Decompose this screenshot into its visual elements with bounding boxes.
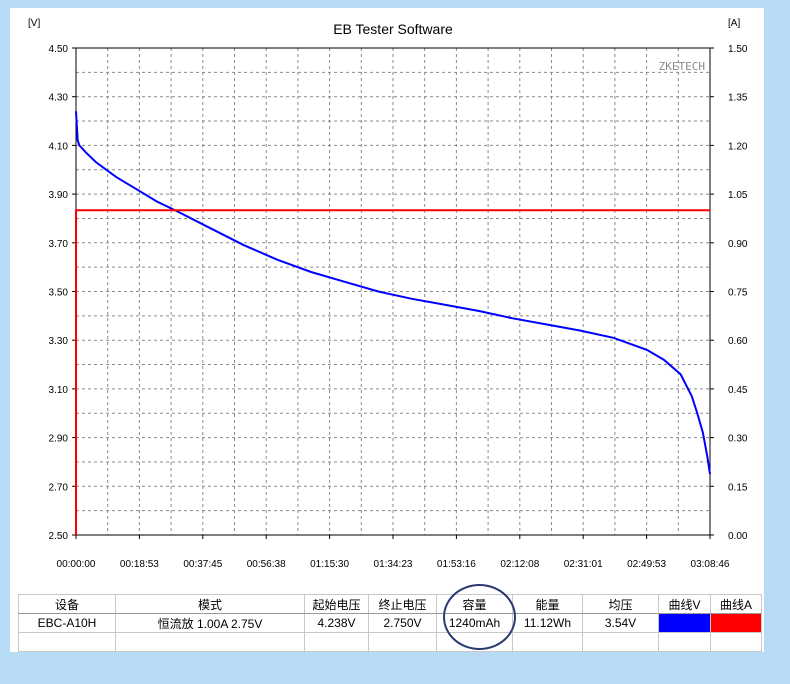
header-curve-a: 曲线A: [710, 594, 762, 614]
tick-labels: 4.50 4.30 4.10 3.90 3.70 3.50 3.30 3.10 2.90 2.70…: [49, 44, 748, 570]
y-right-tick-label: 0.00: [728, 531, 748, 542]
test-info-table: 设备 模式 起始电压 终止电压 容量 能量 均压 曲线V 曲线A EBC-A10…: [18, 594, 762, 652]
table-row-empty: [18, 632, 762, 652]
y-right-tick-label: 1.50: [728, 44, 748, 55]
y-left-tick-label: 4.50: [49, 44, 69, 55]
x-tick-label: 02:31:01: [564, 559, 603, 570]
x-tick-label: 00:37:45: [183, 559, 222, 570]
header-device: 设备: [18, 594, 116, 614]
x-tick-label: 02:12:08: [500, 559, 539, 570]
header-start-voltage: 起始电压: [304, 594, 369, 614]
cell-avg-voltage[interactable]: 3.54V: [582, 613, 659, 633]
cell-start-voltage[interactable]: 4.238V: [304, 613, 369, 633]
x-tick-label: 03:08:46: [691, 559, 730, 570]
y-left-tick-label: 3.70: [49, 239, 69, 250]
data-series: [75, 111, 711, 535]
x-tick-label: 00:00:00: [57, 559, 96, 570]
x-tick-label: 01:15:30: [310, 559, 349, 570]
cell-capacity[interactable]: 1240mAh: [436, 613, 513, 633]
x-tick-label: 01:34:23: [374, 559, 413, 570]
table-header-row: 设备 模式 起始电压 终止电压 容量 能量 均压 曲线V 曲线A: [18, 594, 762, 614]
cell-curve-a-color[interactable]: [710, 613, 762, 633]
y-left-tick-label: 3.10: [49, 385, 69, 396]
y-left-unit-label: [V]: [28, 18, 40, 29]
x-tick-label: 00:56:38: [247, 559, 286, 570]
series-line-current: [75, 209, 710, 535]
y-right-tick-label: 0.45: [728, 385, 748, 396]
cell-end-voltage[interactable]: 2.750V: [368, 613, 437, 633]
y-right-tick-label: 0.15: [728, 482, 748, 493]
y-left-tick-label: 2.50: [49, 531, 69, 542]
header-end-voltage: 终止电压: [368, 594, 437, 614]
y-right-tick-label: 0.90: [728, 239, 748, 250]
header-mode: 模式: [115, 594, 305, 614]
y-left-tick-label: 4.30: [49, 93, 69, 104]
x-tick-label: 02:49:53: [627, 559, 666, 570]
y-right-tick-label: 0.60: [728, 336, 748, 347]
cell-curve-v-color[interactable]: [658, 613, 711, 633]
cell-mode[interactable]: 恒流放 1.00A 2.75V: [115, 613, 305, 633]
header-avg-voltage: 均压: [582, 594, 659, 614]
y-left-tick-label: 3.30: [49, 336, 69, 347]
y-right-tick-label: 1.35: [728, 93, 748, 104]
y-left-tick-label: 3.50: [49, 288, 69, 299]
header-energy: 能量: [512, 594, 583, 614]
y-right-tick-label: 0.75: [728, 288, 748, 299]
chart-frame: [10, 8, 764, 652]
x-tick-label: 01:53:16: [437, 559, 476, 570]
y-left-tick-label: 3.90: [49, 190, 69, 201]
series-line-voltage: [75, 111, 711, 475]
y-left-tick-label: 2.90: [49, 434, 69, 445]
chart-title: EB Tester Software: [333, 21, 453, 37]
grid-lines: [76, 48, 710, 535]
y-left-tick-label: 2.70: [49, 482, 69, 493]
header-curve-v: 曲线V: [658, 594, 711, 614]
x-tick-label: 00:18:53: [120, 559, 159, 570]
y-right-tick-label: 1.20: [728, 141, 748, 152]
table-row[interactable]: EBC-A10H 恒流放 1.00A 2.75V 4.238V 2.750V 1…: [18, 613, 762, 633]
y-right-tick-label: 1.05: [728, 190, 748, 201]
header-capacity: 容量: [436, 594, 513, 614]
cell-device[interactable]: EBC-A10H: [18, 613, 116, 633]
y-left-tick-label: 4.10: [49, 141, 69, 152]
y-right-unit-label: [A]: [728, 18, 740, 29]
cell-energy[interactable]: 11.12Wh: [512, 613, 583, 633]
y-right-tick-label: 0.30: [728, 434, 748, 445]
watermark-text: ZKETECH: [659, 60, 705, 73]
